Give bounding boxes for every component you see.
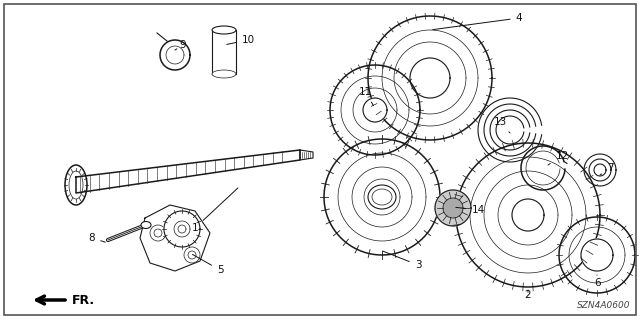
Polygon shape — [559, 217, 635, 293]
Text: 9: 9 — [175, 40, 186, 50]
Text: 1: 1 — [192, 188, 238, 233]
Ellipse shape — [212, 26, 236, 34]
Text: 3: 3 — [383, 251, 421, 270]
Text: SZN4A0600: SZN4A0600 — [577, 301, 630, 310]
Ellipse shape — [65, 165, 87, 205]
Polygon shape — [300, 150, 313, 160]
Text: 13: 13 — [493, 117, 510, 133]
Polygon shape — [372, 187, 392, 207]
Polygon shape — [76, 150, 300, 193]
Circle shape — [150, 225, 166, 241]
Text: 2: 2 — [525, 290, 531, 300]
Text: 6: 6 — [595, 275, 602, 288]
Text: 12: 12 — [548, 151, 568, 165]
Polygon shape — [368, 16, 492, 140]
Ellipse shape — [69, 171, 83, 199]
Polygon shape — [178, 225, 186, 233]
Ellipse shape — [368, 185, 396, 209]
Polygon shape — [512, 199, 544, 231]
Ellipse shape — [372, 189, 392, 205]
Polygon shape — [212, 30, 236, 74]
Text: 11: 11 — [358, 87, 374, 106]
Text: 5: 5 — [193, 254, 223, 275]
Polygon shape — [363, 98, 387, 122]
Text: 7: 7 — [600, 163, 613, 175]
Text: 8: 8 — [89, 233, 106, 243]
Polygon shape — [410, 58, 450, 98]
Polygon shape — [456, 143, 600, 287]
Circle shape — [154, 229, 162, 237]
Text: 4: 4 — [433, 13, 522, 30]
Polygon shape — [140, 205, 210, 271]
Ellipse shape — [212, 70, 236, 78]
Circle shape — [184, 247, 200, 263]
Polygon shape — [164, 211, 200, 247]
Ellipse shape — [141, 221, 151, 228]
Polygon shape — [443, 198, 463, 218]
Polygon shape — [435, 190, 471, 226]
Text: 10: 10 — [227, 35, 255, 45]
Circle shape — [188, 251, 196, 259]
Polygon shape — [330, 65, 420, 155]
Text: 14: 14 — [456, 205, 484, 215]
Polygon shape — [581, 239, 613, 271]
Polygon shape — [324, 139, 440, 255]
Text: FR.: FR. — [72, 293, 95, 307]
